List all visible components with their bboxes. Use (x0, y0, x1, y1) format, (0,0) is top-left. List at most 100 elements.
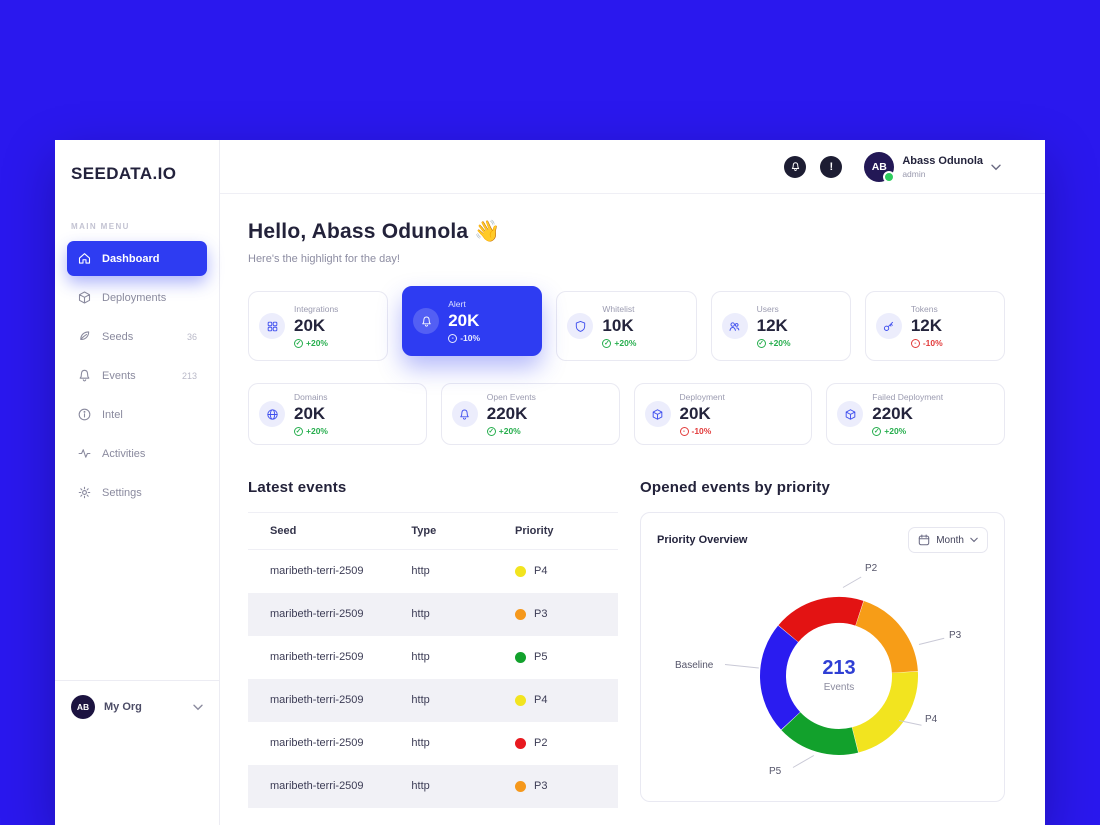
stat-card-whitelist[interactable]: Whitelist 10K ✓ +20% (556, 291, 697, 361)
sidebar-item-deployments[interactable]: Deployments (67, 280, 207, 315)
stats-row-2: Domains 20K ✓ +20% Open Events 220K ✓ +20% Deplo… (248, 383, 1005, 445)
sidebar-item-label: Intel (102, 408, 123, 421)
calendar-icon (918, 534, 930, 546)
stat-delta-badge: ✓ +20% (872, 426, 907, 436)
stat-card-users[interactable]: Users 12K ✓ +20% (710, 291, 851, 361)
integrations-icon (259, 313, 285, 339)
donut-label-p4: P4 (925, 714, 938, 725)
stat-delta-badge: - -10% (679, 426, 711, 436)
chevron-down-icon (991, 158, 1001, 176)
sidebar: SEEDATA.IO MAIN MENU Dashboard Deployment… (55, 140, 220, 825)
sidebar-section-label: MAIN MENU (71, 222, 130, 231)
open-events-icon (451, 401, 478, 427)
events-table-body: maribeth-terri-2509 http P4 maribeth-terri-… (248, 550, 618, 808)
check-circle-icon: ✓ (294, 426, 303, 436)
minus-circle-icon: - (448, 333, 458, 343)
stat-card-tokens[interactable]: Tokens 12K - -10% (864, 291, 1006, 361)
tokens-key-icon (875, 313, 902, 339)
sidebar-item-label: Dashboard (102, 252, 160, 265)
donut-label-p5: P5 (769, 766, 782, 777)
stat-card-open-events[interactable]: Open Events 220K ✓ +20% (440, 383, 620, 445)
priority-section: Opened events by priority Priority Overv… (640, 479, 1005, 802)
event-seed: maribeth-terri-2509 (270, 780, 364, 792)
sidebar-item-intel[interactable]: Intel (67, 397, 207, 432)
sidebar-item-events[interactable]: Events 213 (67, 358, 207, 393)
failed-deployment-icon (837, 401, 864, 427)
event-seed: maribeth-terri-2509 (270, 608, 364, 620)
priority-overview-card: Priority Overview Month 213 Even (640, 512, 1005, 802)
app-logo: SEEDATA.IO (71, 164, 177, 183)
sidebar-item-seeds[interactable]: Seeds 36 (67, 319, 207, 354)
event-type: http (411, 737, 430, 749)
period-select[interactable]: Month (908, 527, 988, 553)
chevron-down-icon (970, 537, 978, 543)
event-seed: maribeth-terri-2509 (270, 737, 364, 749)
minus-circle-icon: - (679, 426, 689, 436)
priority-label: P3 (533, 780, 548, 792)
stat-card-failed-deployment[interactable]: Failed Deployment 220K ✓ +20% (826, 383, 1005, 445)
main-area: ! AB Abass Odunola admin Hello, Abass Od… (220, 140, 1045, 825)
stat-delta-badge: ✓ +20% (486, 426, 521, 436)
donut-center: 213 Events (789, 657, 889, 693)
chart-card-title: Priority Overview (657, 534, 748, 546)
sidebar-item-label: Settings (102, 486, 142, 499)
period-value: Month (936, 534, 964, 546)
sidebar-item-badge: 36 (186, 331, 197, 342)
page-subtitle: Here's the highlight for the day! (248, 253, 400, 265)
stat-label: Open Events (486, 392, 536, 402)
stat-value: 10K (602, 316, 634, 335)
event-type: http (411, 608, 430, 620)
priority-section-title: Opened events by priority (640, 479, 831, 496)
sidebar-item-dashboard[interactable]: Dashboard (67, 241, 207, 276)
user-avatar: AB (864, 151, 896, 183)
priority-dot (514, 780, 526, 792)
priority-dot (514, 737, 526, 749)
stat-card-deployment[interactable]: Deployment 20K - -10% (633, 383, 813, 445)
event-type: http (411, 651, 430, 663)
sidebar-item-label: Seeds (102, 330, 134, 343)
sidebar-item-activities[interactable]: Activities (67, 436, 207, 471)
chevron-down-icon (193, 704, 203, 711)
sidebar-item-settings[interactable]: Settings (67, 475, 207, 510)
stat-delta-badge: ✓ +20% (756, 338, 791, 348)
org-label: My Org (104, 701, 142, 713)
sidebar-item-label: Activities (102, 447, 146, 460)
donut-center-value: 213 (822, 657, 856, 679)
events-table-header: Seed Type Priority (248, 512, 618, 550)
event-row[interactable]: maribeth-terri-2509 http P3 (248, 764, 618, 808)
stat-card-integrations[interactable]: Integrations 20K ✓ +20% (248, 291, 389, 361)
user-role: admin (902, 168, 926, 179)
stat-delta-badge: - -10% (448, 333, 480, 343)
seed-icon (77, 329, 92, 344)
user-menu[interactable]: AB Abass Odunola admin (864, 151, 1001, 183)
event-row[interactable]: maribeth-terri-2509 http P3 (248, 592, 618, 636)
column-type: Type (403, 512, 507, 550)
priority-label: P2 (533, 737, 548, 749)
whitelist-shield-icon (567, 313, 594, 339)
page-title: Hello, Abass Odunola 👋 (248, 220, 501, 243)
event-row[interactable]: maribeth-terri-2509 http P2 (248, 722, 618, 765)
stat-label: Alert (448, 299, 466, 309)
check-circle-icon: ✓ (486, 426, 496, 436)
stat-delta-badge: ✓ +20% (294, 426, 328, 436)
column-priority: Priority (506, 512, 618, 550)
domains-globe-icon (259, 401, 285, 427)
check-circle-icon: ✓ (872, 426, 882, 436)
notifications-bell-icon[interactable] (784, 155, 807, 178)
alerts-exclamation-icon[interactable]: ! (820, 155, 843, 178)
event-row[interactable]: maribeth-terri-2509 http P4 (248, 678, 618, 722)
check-circle-icon: ✓ (756, 338, 766, 348)
stat-card-alert[interactable]: Alert 20K - -10% (402, 286, 543, 356)
stat-card-domains[interactable]: Domains 20K ✓ +20% (248, 383, 427, 445)
event-row[interactable]: maribeth-terri-2509 http P5 (248, 636, 618, 679)
stat-label: Failed Deployment (872, 392, 944, 402)
priority-donut-chart: 213 Events P2 P3 P4 P5 Baseline (641, 513, 1004, 801)
stat-value: 20K (294, 404, 326, 423)
sidebar-item-label: Deployments (102, 291, 167, 304)
event-row[interactable]: maribeth-terri-2509 http P4 (248, 550, 618, 593)
org-switcher[interactable]: AB My Org (55, 681, 219, 733)
gear-icon (77, 485, 92, 500)
priority-dot (514, 608, 526, 620)
stat-value: 20K (294, 316, 326, 335)
priority-dot (514, 694, 526, 706)
